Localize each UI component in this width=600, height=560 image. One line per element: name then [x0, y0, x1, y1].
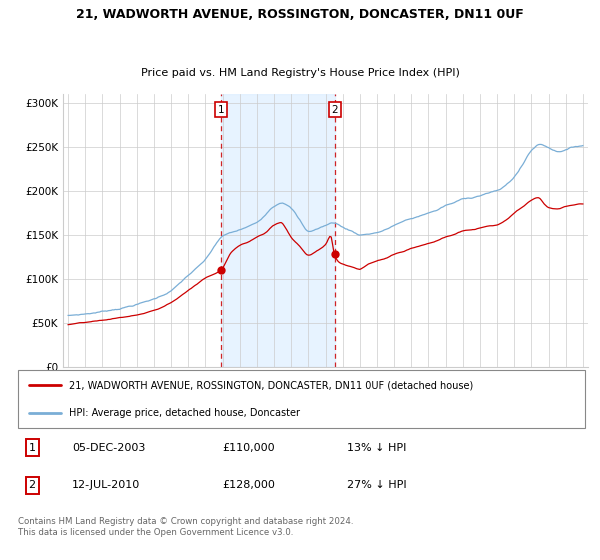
- Bar: [221, 94, 335, 367]
- Text: 2: 2: [29, 480, 36, 491]
- Text: 1: 1: [29, 442, 35, 452]
- Text: Contains HM Land Registry data © Crown copyright and database right 2024.
This d: Contains HM Land Registry data © Crown c…: [18, 517, 353, 536]
- Text: Price paid vs. HM Land Registry's House Price Index (HPI): Price paid vs. HM Land Registry's House …: [140, 68, 460, 78]
- Text: £128,000: £128,000: [222, 480, 275, 491]
- Text: 13% ↓ HPI: 13% ↓ HPI: [347, 442, 406, 452]
- Text: 21, WADWORTH AVENUE, ROSSINGTON, DONCASTER, DN11 0UF: 21, WADWORTH AVENUE, ROSSINGTON, DONCAST…: [76, 7, 524, 21]
- Text: 21, WADWORTH AVENUE, ROSSINGTON, DONCASTER, DN11 0UF (detached house): 21, WADWORTH AVENUE, ROSSINGTON, DONCAST…: [69, 380, 473, 390]
- Text: HPI: Average price, detached house, Doncaster: HPI: Average price, detached house, Donc…: [69, 408, 300, 418]
- Text: 05-DEC-2003: 05-DEC-2003: [72, 442, 145, 452]
- Text: 12-JUL-2010: 12-JUL-2010: [72, 480, 140, 491]
- Text: 2: 2: [331, 105, 338, 115]
- Text: £110,000: £110,000: [222, 442, 275, 452]
- Text: 1: 1: [218, 105, 224, 115]
- Text: 27% ↓ HPI: 27% ↓ HPI: [347, 480, 406, 491]
